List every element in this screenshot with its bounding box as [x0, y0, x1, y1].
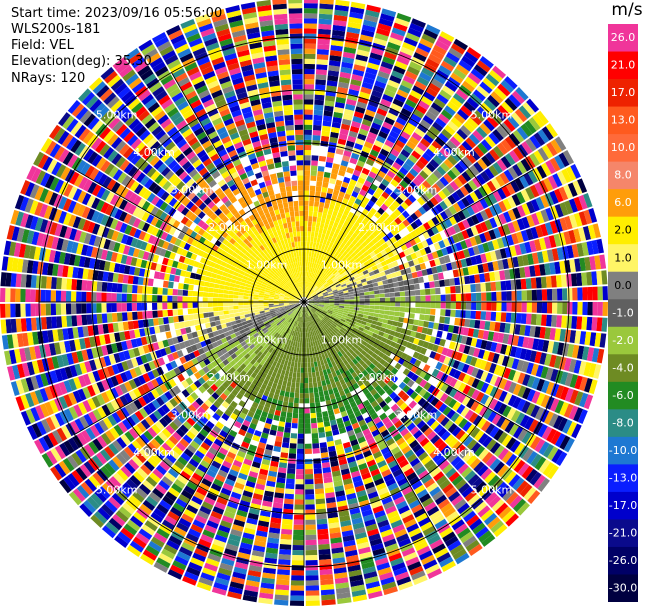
instrument-text: WLS200s-181: [11, 22, 101, 37]
colorbar-swatch: [608, 189, 638, 218]
colorbar-tick-label: 17.0: [611, 86, 636, 99]
colorbar-swatch: [608, 519, 638, 548]
colorbar-swatch: [608, 299, 638, 328]
colorbar-tick-label: 10.0: [611, 141, 636, 154]
colorbar-unit: m/s: [611, 0, 643, 20]
colorbar-swatch: [608, 491, 638, 520]
colorbar-swatch: [608, 79, 638, 107]
colorbar: 26.0 21.0 17.0 13.0 10.0 8.0 6.0 2.0 1.0 0.0 -1.0 -…: [608, 24, 638, 602]
colorbar-tick-label: -21.0: [609, 526, 637, 539]
colorbar-swatch: [608, 354, 638, 383]
range-ring-label: 3.00km: [396, 408, 438, 421]
range-ring-label: 2.00km: [358, 371, 400, 384]
colorbar-swatch: [608, 244, 638, 273]
colorbar-swatch: [608, 381, 638, 410]
range-ring-label: 5.00km: [96, 483, 138, 496]
colorbar-swatch: [608, 271, 638, 300]
range-ring-label: 1.00km: [321, 259, 363, 272]
range-ring-label: 4.00km: [433, 446, 475, 459]
range-ring-label: 3.00km: [396, 184, 438, 197]
colorbar-tick-label: -30.0: [609, 582, 637, 595]
azimuth-spoke: [171, 301, 305, 532]
colorbar-swatch: [608, 24, 638, 52]
colorbar-tick-label: -4.0: [612, 361, 633, 374]
colorbar-swatch: [608, 464, 638, 493]
range-ring-label: 2.00km: [358, 221, 400, 234]
range-ring-label: 3.00km: [171, 408, 213, 421]
range-ring-label: 2.00km: [208, 371, 250, 384]
range-ring-label: 4.00km: [133, 146, 175, 159]
azimuth-spoke: [303, 72, 437, 303]
colorbar-tick-label: -1.0: [612, 306, 633, 319]
range-ring-label: 1.00km: [246, 259, 288, 272]
colorbar-tick-label: 26.0: [611, 31, 636, 44]
ppi-gates: [0, 0, 608, 606]
nrays-text: NRays: 120: [11, 71, 86, 86]
range-ring-label: 4.00km: [433, 146, 475, 159]
azimuth-spoke: [74, 301, 305, 435]
colorbar-tick-label: 0.0: [614, 279, 632, 292]
colorbar-swatch: [608, 436, 638, 465]
range-ring-label: 1.00km: [321, 333, 363, 346]
range-ring-label: 2.00km: [208, 221, 250, 234]
colorbar-swatch: [608, 326, 638, 355]
colorbar-tick-label: -13.0: [609, 471, 637, 484]
colorbar-swatch: [608, 574, 638, 602]
range-ring-label: 3.00km: [171, 184, 213, 197]
range-ring-label: 5.00km: [96, 109, 138, 122]
colorbar-tick-label: -8.0: [612, 416, 633, 429]
colorbar-swatch: [608, 546, 638, 575]
start-time-text: Start time: 2023/09/16 05:56:00: [11, 6, 223, 21]
azimuth-spoke: [303, 169, 534, 303]
colorbar-tick-label: -26.0: [609, 554, 637, 567]
azimuth-spoke: [303, 301, 534, 435]
colorbar-swatch: [608, 216, 638, 245]
colorbar-tick-label: 1.0: [614, 251, 632, 264]
colorbar-swatch: [608, 134, 638, 163]
range-ring-label: 5.00km: [471, 109, 513, 122]
field-text: Field: VEL: [11, 38, 74, 53]
colorbar-tick-label: 13.0: [611, 114, 636, 127]
colorbar-swatch: [608, 51, 638, 80]
colorbar-tick-label: -10.0: [609, 444, 637, 457]
colorbar-tick-label: 6.0: [614, 196, 632, 209]
range-ring-label: 1.00km: [246, 333, 288, 346]
colorbar-swatch: [608, 106, 638, 135]
colorbar-tick-label: 2.0: [614, 224, 632, 237]
colorbar-tick-label: -17.0: [609, 499, 637, 512]
colorbar-swatch: [608, 161, 638, 190]
elevation-text: Elevation(deg): 35.30: [11, 54, 152, 69]
colorbar-tick-label: -2.0: [612, 334, 633, 347]
colorbar-swatch: [608, 409, 638, 438]
azimuth-spoke: [303, 301, 437, 532]
colorbar-tick-label: -6.0: [612, 389, 633, 402]
colorbar-tick-label: 8.0: [614, 169, 632, 182]
colorbar-tick-label: 21.0: [611, 59, 636, 72]
azimuth-spoke: [74, 169, 305, 303]
range-ring-label: 5.00km: [471, 483, 513, 496]
azimuth-spoke: [171, 72, 305, 303]
range-ring-label: 4.00km: [133, 446, 175, 459]
